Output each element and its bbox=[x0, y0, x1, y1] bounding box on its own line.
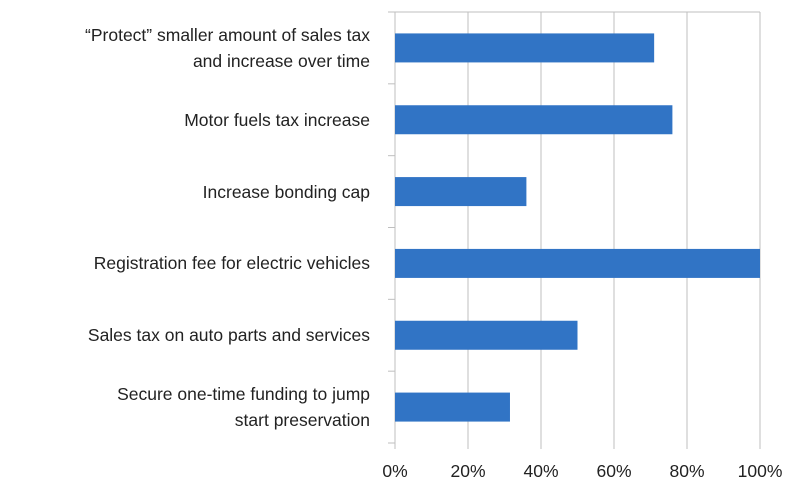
x-tick-label: 40% bbox=[523, 461, 559, 481]
y-tick-label: Registration fee for electric vehicles bbox=[93, 253, 370, 274]
bar bbox=[395, 320, 578, 350]
bar bbox=[395, 105, 673, 135]
y-tick-label: Increase bonding cap bbox=[202, 181, 370, 202]
y-tick-label: “Protect” smaller amount of sales tax an… bbox=[85, 24, 370, 71]
x-tick-label: 0% bbox=[382, 461, 408, 481]
bar bbox=[395, 248, 760, 278]
y-tick-label: Motor fuels tax increase bbox=[184, 109, 370, 130]
x-tick-label: 20% bbox=[450, 461, 486, 481]
bar bbox=[395, 33, 655, 63]
bar bbox=[395, 177, 527, 207]
x-tick-label: 60% bbox=[596, 461, 632, 481]
x-tick-label: 100% bbox=[737, 461, 783, 481]
x-tick-label: 80% bbox=[669, 461, 705, 481]
y-tick-label: Sales tax on auto parts and services bbox=[87, 325, 370, 346]
y-tick-label: Secure one-time funding to jump start pr… bbox=[117, 384, 370, 431]
bar bbox=[395, 392, 510, 422]
